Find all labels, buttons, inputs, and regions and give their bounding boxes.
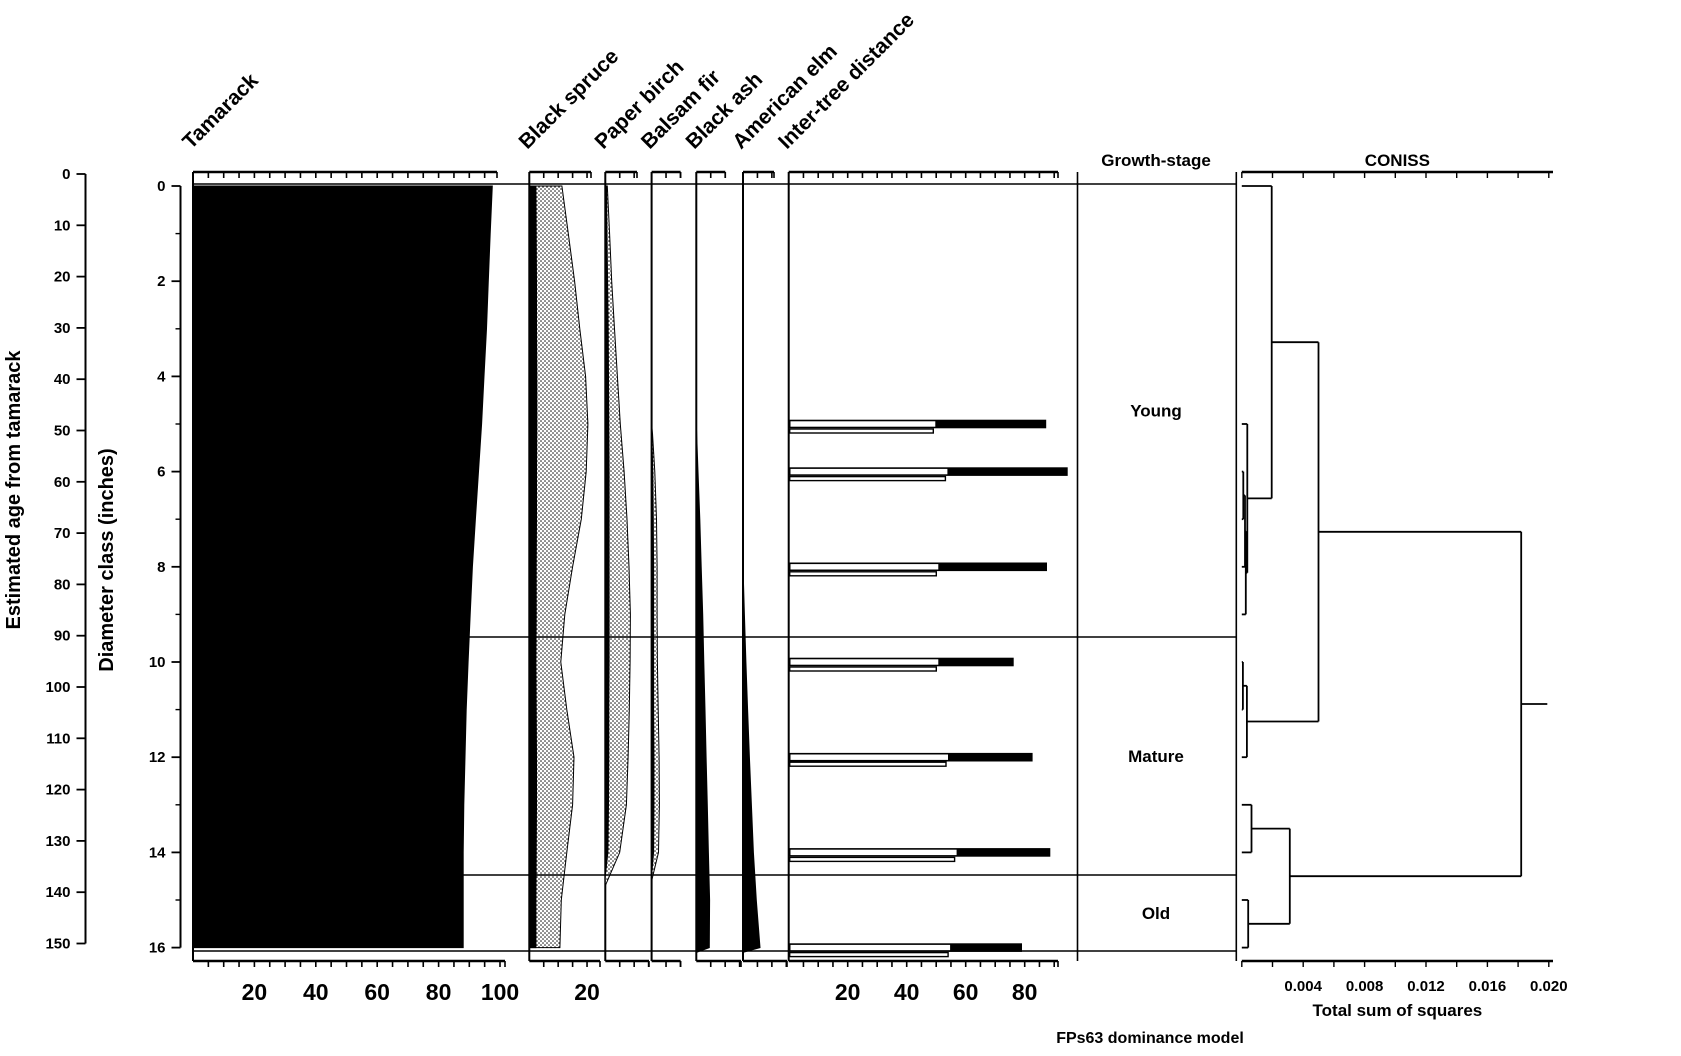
diameter-tick-label: 14 [149, 844, 166, 861]
black-spruce-exaggerated-silhouette [528, 185, 589, 949]
coniss-tick-label: 0.004 [1284, 978, 1322, 995]
growth-stage-header: Growth-stage [1101, 151, 1211, 170]
zone-label-young: Young [1130, 402, 1182, 421]
mean-distance-bar [789, 571, 938, 577]
age-tick-label: 40 [54, 371, 71, 388]
coniss-tick-label: 0.012 [1407, 978, 1445, 995]
age-tick-label: 120 [45, 782, 70, 799]
plot-frame [193, 183, 1237, 952]
tamarack-column-label: Tamarack [178, 69, 263, 154]
model-footnote: FPs63 dominance model [1056, 1030, 1244, 1047]
black-spruce-silhouette [528, 185, 538, 949]
zone-label-old: Old [1142, 904, 1170, 923]
diameter-tick-label: 0 [157, 178, 165, 195]
diameter-tick-label: 8 [157, 559, 165, 576]
american-elm-silhouette [742, 566, 761, 954]
inter-tree-distance-tick-label: 60 [953, 979, 979, 1005]
mean-distance-bar [789, 951, 949, 958]
inter-tree-distance-panel [787, 170, 1059, 967]
age-tick-label: 90 [54, 628, 71, 645]
black-spruce-ticks [542, 172, 601, 967]
diameter-tick-label: 6 [157, 464, 165, 481]
tamarack-silhouette [192, 185, 493, 949]
age-tick-label: 140 [45, 884, 70, 901]
age-tick-label: 100 [45, 679, 70, 696]
max-distance-bar-black-tip [956, 848, 1050, 856]
diameter-axis-title: Diameter class (inches) [96, 448, 118, 671]
max-distance-bar [788, 419, 1047, 429]
balsam-fir-silhouette [651, 423, 655, 877]
mean-distance-bar [789, 475, 947, 482]
paper-birch-exaggerated-silhouette [604, 185, 631, 886]
max-distance-bar-black-tip [948, 753, 1032, 761]
black-spruce-tick-label: 20 [574, 979, 600, 1005]
age-tick-label: 130 [45, 833, 70, 850]
growth-stage-column [1076, 172, 1238, 961]
age-tick-label: 60 [54, 474, 71, 491]
coniss-tick-label: 0.008 [1346, 978, 1384, 995]
mean-distance-bar [789, 428, 935, 434]
age-axis-title: Estimated age from tamarack [3, 350, 25, 630]
age-tick-label: 80 [54, 576, 71, 593]
age-tick-label: 30 [54, 320, 71, 337]
american-elm-ticks [756, 172, 788, 967]
diameter-tick-label: 16 [149, 940, 166, 957]
age-tick-label: 0 [62, 166, 70, 183]
paper-birch-ticks [618, 172, 650, 967]
max-distance-bar-black-tip [935, 420, 1046, 428]
mean-distance-bar [789, 856, 956, 863]
balsam-fir-ticks [665, 172, 682, 967]
mean-distance-bar [789, 761, 947, 767]
inter-tree-distance-tick-label: 20 [835, 979, 861, 1005]
inter-tree-bars [788, 419, 1068, 958]
inter-tree-distance-tick-label: 40 [894, 979, 920, 1005]
diameter-tick-label: 2 [157, 273, 165, 290]
paper-birch-silhouette [604, 185, 610, 877]
coniss-header: CONISS [1365, 151, 1430, 170]
max-distance-bar [788, 657, 1014, 667]
mean-distance-bar [789, 666, 938, 672]
age-tick-label: 150 [45, 936, 70, 953]
inter-tree-distance-ticks [802, 172, 1059, 967]
tamarack-tick-label: 40 [303, 979, 329, 1005]
age-tick-label: 110 [46, 730, 70, 747]
black-ash-ticks [709, 172, 742, 967]
age-tick-label: 50 [54, 423, 71, 440]
coniss-dendrogram [1241, 185, 1548, 949]
diameter-tick-label: 12 [149, 749, 166, 766]
age-axis [76, 173, 87, 945]
max-distance-bar-black-tip [938, 658, 1013, 666]
age-tick-label: 70 [54, 525, 71, 542]
max-distance-bar-black-tip [947, 468, 1067, 476]
max-distance-bar-black-tip [950, 944, 1022, 952]
age-tick-label: 10 [54, 217, 71, 234]
diameter-tick-label: 4 [157, 368, 166, 385]
tamarack-tick-label: 80 [426, 979, 452, 1005]
max-distance-bar-black-tip [938, 563, 1047, 571]
tamarack-tick-label: 60 [364, 979, 390, 1005]
coniss-tick-label: 0.016 [1469, 978, 1507, 995]
inter-tree-distance-tick-label: 80 [1012, 979, 1038, 1005]
zone-label-mature: Mature [1128, 747, 1184, 766]
coniss-tick-label: 0.020 [1530, 978, 1568, 995]
black-ash-silhouette [695, 423, 711, 954]
diameter-tick-label: 10 [149, 654, 166, 671]
diameter-axis [171, 185, 182, 949]
age-tick-label: 20 [54, 269, 71, 286]
tamarack-tick-label: 100 [481, 979, 519, 1005]
tamarack-tick-label: 20 [242, 979, 268, 1005]
coniss-panel [1241, 170, 1553, 967]
tamarack-ticks [207, 172, 506, 967]
coniss-axis-label: Total sum of squares [1313, 1001, 1483, 1020]
